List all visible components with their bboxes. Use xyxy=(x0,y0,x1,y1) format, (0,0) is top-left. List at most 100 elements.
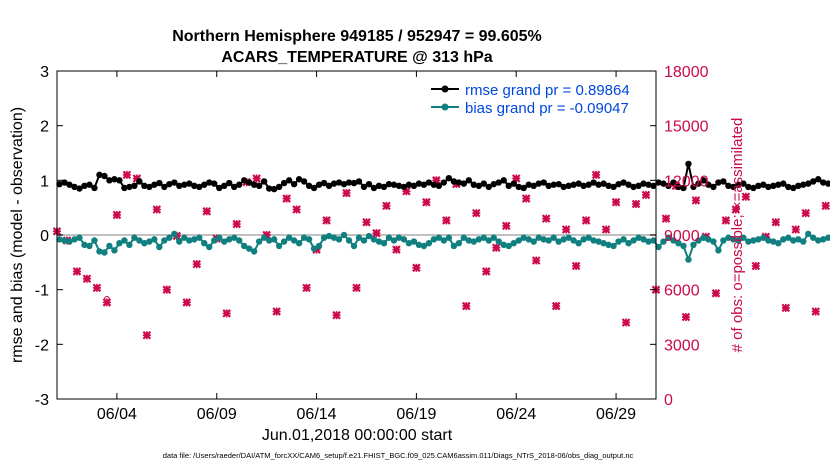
obs-assimilated-point xyxy=(332,310,341,320)
bias-series-point xyxy=(181,234,188,241)
rmse-series-point xyxy=(770,182,777,189)
bias-series-point xyxy=(285,234,293,241)
obs-assimilated-point xyxy=(182,298,192,307)
rmse-series-point xyxy=(495,179,502,186)
bias-series-point xyxy=(775,240,782,247)
rmse-series-point xyxy=(475,182,482,189)
bias-series-point xyxy=(535,234,542,241)
bias-series-point xyxy=(146,238,153,245)
bias-series-point xyxy=(755,236,762,243)
rmse-series-point xyxy=(825,180,830,187)
bias-series-point xyxy=(350,242,358,250)
rmse-series-point xyxy=(350,179,358,187)
bias-series-point xyxy=(340,231,348,239)
obs-assimilated-point xyxy=(571,261,581,271)
bias-series-point xyxy=(420,242,428,250)
rmse-series-point xyxy=(101,172,108,180)
bias-series-point xyxy=(780,236,787,243)
rmse-series-point xyxy=(515,183,522,191)
rmse-series-point xyxy=(410,182,418,189)
bias-series-point xyxy=(410,238,418,245)
bias-series-point xyxy=(510,240,517,247)
rmse-series-point xyxy=(540,179,547,186)
rmse-series-point xyxy=(555,180,562,188)
bias-series-point xyxy=(560,236,567,243)
obs-assimilated-point xyxy=(601,225,611,234)
bias-series-point xyxy=(206,243,213,251)
bias-series-point xyxy=(400,236,408,243)
y-tick-label: -1 xyxy=(35,283,49,300)
obs-assimilated-point xyxy=(292,205,301,214)
bias-series-point xyxy=(365,232,373,240)
rmse-series-point xyxy=(625,181,632,188)
rmse-series-point xyxy=(265,185,273,192)
rmse-series-point xyxy=(305,182,313,189)
bias-series-point xyxy=(131,234,138,241)
rmse-series-point xyxy=(415,180,423,187)
obs-assimilated-point xyxy=(462,301,471,311)
rmse-series-point xyxy=(600,180,607,187)
rmse-series-point xyxy=(470,181,478,188)
rmse-series-point xyxy=(805,180,812,187)
bias-series-point xyxy=(370,236,378,243)
obs-assimilated-point xyxy=(192,259,202,269)
y-right-tick-label: 15000 xyxy=(664,119,709,136)
bias-series-point xyxy=(385,234,393,241)
rmse-series-point xyxy=(295,176,303,183)
rmse-series-point xyxy=(520,184,527,192)
bias-series-point xyxy=(515,237,522,244)
bias-series-point xyxy=(770,238,777,245)
rmse-series-point xyxy=(450,178,458,185)
rmse-series-point xyxy=(71,183,78,191)
rmse-series-point xyxy=(146,183,153,191)
bias-series-point xyxy=(275,242,283,250)
rmse-series-point xyxy=(151,181,158,188)
rmse-series-point xyxy=(455,179,463,186)
bias-series-point xyxy=(760,234,767,241)
obs-assimilated-point xyxy=(661,214,671,223)
obs-assimilated-point xyxy=(72,267,82,276)
obs-assimilated-point xyxy=(372,228,381,238)
y-axis-label: rmse and bias (model - observation) xyxy=(9,107,26,363)
bias-series-point xyxy=(116,240,123,247)
y-tick-label: -3 xyxy=(35,392,49,409)
rmse-series-point xyxy=(700,177,707,184)
rmse-series-point xyxy=(250,181,258,188)
rmse-series-point xyxy=(211,180,218,187)
obs-assimilated-point xyxy=(112,210,122,220)
rmse-series-point xyxy=(810,178,817,185)
rmse-series-point xyxy=(231,183,238,191)
rmse-series-point xyxy=(380,183,388,191)
rmse-series-point xyxy=(485,183,492,191)
bias-series-point xyxy=(660,238,667,245)
rmse-series-point xyxy=(755,182,762,189)
rmse-series-point xyxy=(315,181,323,188)
bias-series-point xyxy=(250,248,258,255)
rmse-series-point xyxy=(665,182,672,189)
bias-series-point xyxy=(226,236,233,243)
bias-series-point xyxy=(260,234,268,241)
bias-series-point xyxy=(475,236,482,243)
rmse-series-point xyxy=(370,184,378,192)
obs-assimilated-point xyxy=(621,318,631,327)
bias-series-point xyxy=(655,243,662,251)
rmse-series-point xyxy=(735,181,742,188)
rmse-series-point xyxy=(440,179,448,186)
obs-assimilated-point xyxy=(801,208,811,218)
rmse-series-point xyxy=(425,179,433,186)
legend-box xyxy=(428,78,652,120)
rmse-series-point xyxy=(216,184,223,192)
bias-series-point xyxy=(380,240,388,247)
bias-series-point xyxy=(680,242,687,250)
bias-series-point xyxy=(720,237,727,244)
rmse-series-point xyxy=(191,182,198,189)
rmse-series-point xyxy=(820,179,827,186)
rmse-series-point xyxy=(560,183,567,191)
bias-series-point xyxy=(56,236,63,243)
rmse-series-point xyxy=(320,179,328,187)
bias-series-point xyxy=(750,237,757,244)
obs-assimilated-point xyxy=(611,197,621,207)
bias-series-point xyxy=(565,234,572,241)
bias-series-point xyxy=(245,245,253,252)
rmse-series-point xyxy=(136,178,143,185)
